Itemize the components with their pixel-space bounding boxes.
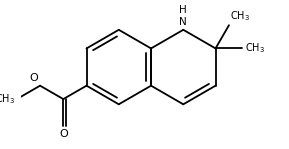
Text: CH$_3$: CH$_3$ [244,42,265,55]
Text: O: O [30,73,38,83]
Text: CH$_3$: CH$_3$ [0,92,15,106]
Text: N: N [179,17,187,27]
Text: O: O [59,129,68,139]
Text: CH$_3$: CH$_3$ [230,9,251,23]
Text: H: H [179,5,187,15]
